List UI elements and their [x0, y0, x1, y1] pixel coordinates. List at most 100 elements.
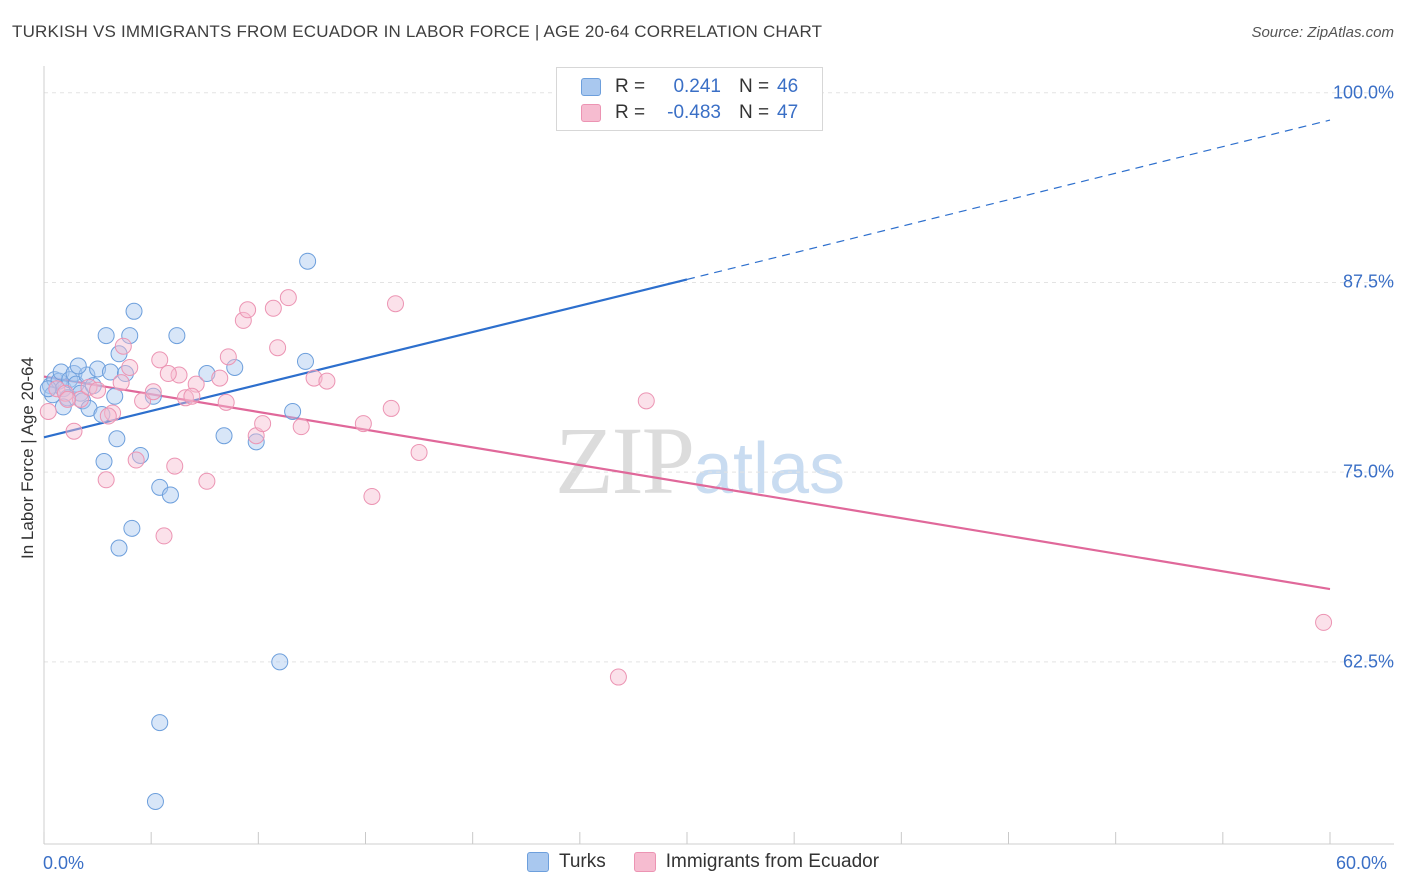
chart-title: TURKISH VS IMMIGRANTS FROM ECUADOR IN LA…: [12, 22, 823, 41]
pink-point: [144, 383, 162, 401]
blue-trend-extension: [686, 119, 1331, 281]
gridlines: [44, 92, 1394, 663]
legend-swatch-blue: [581, 78, 601, 96]
blue-point: [161, 486, 179, 504]
pink-point: [166, 457, 184, 475]
pink-point: [71, 390, 89, 408]
legend-swatch-ecuador: [633, 852, 656, 872]
legend-label-ecuador: Immigrants from Ecuador: [665, 851, 880, 872]
pink-point: [279, 289, 297, 307]
legend-row-turks: R = 0.241 N = 46: [581, 75, 798, 99]
pink-point: [609, 668, 627, 686]
pink-point: [382, 399, 400, 417]
pink-point: [318, 372, 336, 390]
blue-point: [93, 406, 111, 424]
pink-point: [254, 415, 272, 433]
blue-point: [116, 365, 134, 383]
pink-point: [59, 390, 77, 408]
blue-point: [125, 302, 143, 320]
pink-point: [637, 392, 655, 410]
legend-r-value: -0.483: [667, 102, 721, 123]
legend-r-value: 0.241: [673, 76, 721, 97]
pink-point: [97, 471, 115, 489]
pink-point: [264, 299, 282, 317]
pink-point: [155, 527, 173, 545]
watermark-zip: ZIP: [555, 407, 695, 514]
legend-swatch-turks: [526, 852, 549, 872]
pink-point: [170, 366, 188, 384]
blue-point: [226, 358, 244, 376]
blue-point: [198, 365, 216, 383]
blue-point: [97, 327, 115, 345]
blue-point: [108, 430, 126, 448]
y-tick-label: 62.5%: [1342, 651, 1394, 672]
pink-point: [99, 407, 117, 425]
pink-point: [159, 365, 177, 383]
blue-point: [69, 357, 87, 375]
y-tick-label: 75.0%: [1342, 461, 1394, 482]
legend-n-label: N =: [739, 76, 770, 97]
blue-point: [106, 387, 124, 405]
correlation-legend: R = 0.241 N = 46 R = -0.483 N = 47: [556, 67, 823, 131]
pink-point: [151, 351, 169, 369]
pink-point: [112, 374, 130, 392]
data-points: [39, 252, 1333, 811]
pink-point: [89, 381, 107, 399]
y-tick-label: 87.5%: [1342, 271, 1394, 292]
legend-n-value: 46: [777, 76, 799, 97]
watermark: ZIPatlas: [555, 405, 845, 516]
series-legend: Turks Immigrants from Ecuador: [0, 851, 1406, 873]
chart-source: Source: ZipAtlas.com: [1251, 24, 1394, 41]
y-tick-label: 100.0%: [1332, 82, 1394, 103]
blue-point: [247, 433, 265, 451]
pink-trend-line: [43, 375, 1331, 591]
pink-point: [114, 337, 132, 355]
blue-point: [39, 380, 57, 398]
blue-point: [101, 363, 119, 381]
pink-point: [269, 339, 287, 357]
blue-point: [271, 653, 289, 671]
legend-r-label: R =: [615, 76, 646, 97]
pink-point: [363, 487, 381, 505]
pink-point: [127, 451, 145, 469]
blue-point: [89, 360, 107, 378]
blue-point: [54, 380, 72, 398]
blue-point: [146, 793, 164, 811]
pink-point: [1315, 613, 1333, 631]
pink-point: [239, 301, 257, 319]
legend-item-ecuador[interactable]: Immigrants from Ecuador: [633, 851, 880, 873]
blue-point: [95, 453, 113, 471]
legend-row-ecuador: R = -0.483 N = 47: [581, 101, 798, 125]
blue-point: [151, 714, 169, 732]
pink-point: [183, 387, 201, 405]
blue-point: [144, 387, 162, 405]
pink-point: [198, 472, 216, 490]
pink-point: [217, 393, 235, 411]
blue-point: [299, 252, 317, 270]
y-axis-label: In Labor Force | Age 20-64: [18, 357, 37, 559]
legend-n-label: N =: [739, 102, 770, 123]
blue-point: [215, 427, 233, 445]
axes: [43, 66, 1394, 845]
trend-lines: [43, 119, 1331, 591]
pink-point: [48, 380, 66, 398]
legend-item-turks[interactable]: Turks: [526, 851, 606, 873]
legend-n-value: 47: [777, 102, 799, 123]
pink-point: [292, 418, 310, 436]
legend-label-turks: Turks: [558, 851, 606, 872]
pink-point: [176, 389, 194, 407]
blue-point: [121, 327, 139, 345]
pink-point: [305, 369, 323, 387]
blue-point: [123, 519, 141, 537]
legend-swatch-pink: [581, 104, 601, 122]
legend-r-label: R =: [615, 102, 646, 123]
pink-point: [39, 402, 57, 420]
blue-point: [168, 327, 186, 345]
blue-point: [284, 402, 302, 420]
blue-point: [110, 539, 128, 557]
pink-point: [65, 422, 83, 440]
pink-point: [354, 415, 372, 433]
pink-point: [387, 295, 405, 313]
blue-trend-line: [43, 278, 688, 439]
